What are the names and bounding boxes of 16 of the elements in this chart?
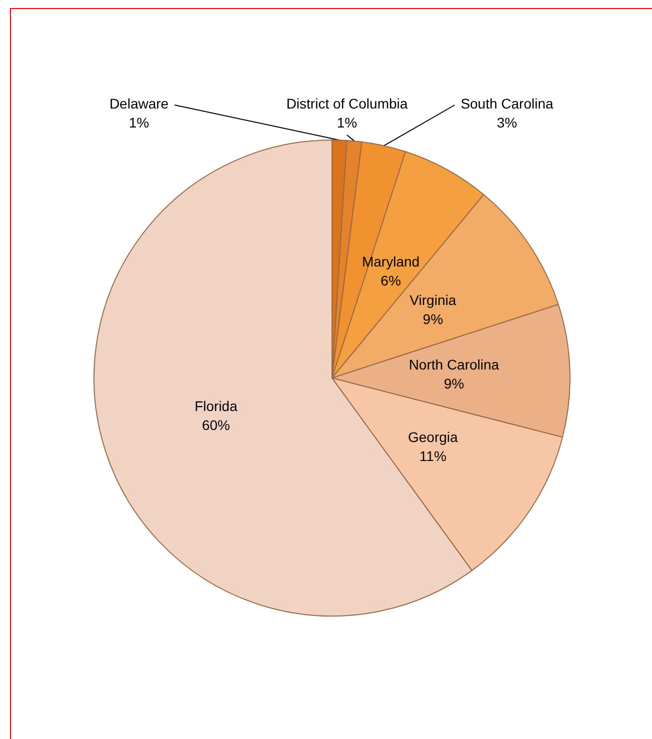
- slice-label: South Carolina: [460, 96, 554, 112]
- data-label: 9%: [444, 376, 464, 392]
- data-label: 11%: [419, 448, 446, 464]
- data-label: 60%: [202, 417, 230, 434]
- slice-label: North Carolina: [408, 356, 500, 373]
- slice-label: District of Columbia: [286, 96, 408, 112]
- slice-label: Florida: [194, 398, 238, 414]
- data-label: 9%: [422, 310, 444, 327]
- data-label: 6%: [380, 272, 401, 289]
- data-label: 1%: [128, 114, 150, 130]
- slice-label: Delaware: [109, 96, 169, 112]
- data-label: 3%: [496, 114, 518, 130]
- data-label: 1%: [336, 114, 358, 130]
- slice-label: Virginia: [410, 292, 456, 308]
- slice-label: Maryland: [362, 254, 420, 270]
- slice-label: Georgia: [408, 429, 458, 446]
